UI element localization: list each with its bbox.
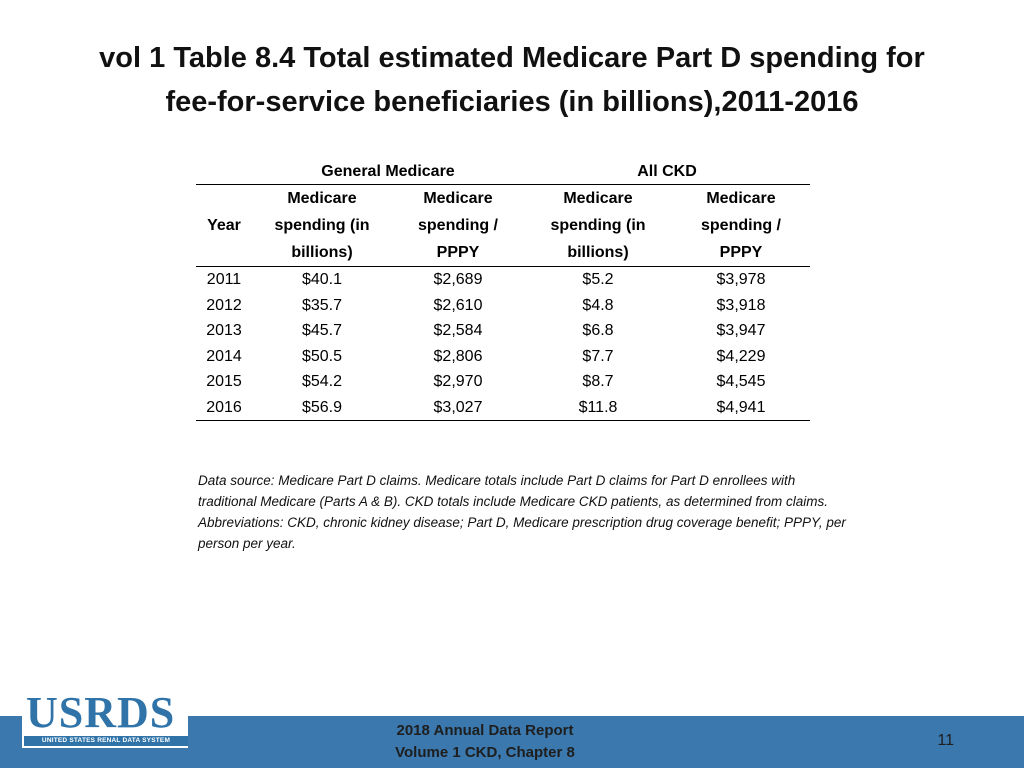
- column-header-row-2: Year spending (in spending / spending (i…: [196, 212, 810, 239]
- col4-header-line2: spending /: [701, 217, 781, 234]
- year-header-spacer-bottom: [196, 239, 252, 267]
- col3-header-line2: spending (in: [550, 217, 646, 234]
- footer-line-1: 2018 Annual Data Report: [396, 722, 574, 739]
- table-cell: $7.7: [582, 347, 614, 365]
- table-cell: $2,806: [433, 347, 483, 365]
- table-cell: $2,689: [433, 271, 483, 288]
- group-header-empty: [196, 160, 252, 185]
- spending-table-container: General Medicare All CKD Medicare Medica…: [196, 160, 810, 421]
- table-cell: $3,918: [716, 296, 766, 314]
- table-cell: $2,584: [433, 322, 483, 339]
- table-cell: $3,978: [716, 271, 766, 288]
- group-header-general-medicare: General Medicare: [252, 160, 524, 185]
- year-cell: 2014: [206, 347, 242, 365]
- year-cell: 2011: [206, 271, 242, 288]
- col4-header-line1: Medicare: [706, 190, 776, 207]
- col3-header-line3: billions): [524, 239, 672, 267]
- year-cell: 2012: [206, 296, 242, 314]
- spending-table: General Medicare All CKD Medicare Medica…: [196, 160, 810, 421]
- year-cell: 2015: [206, 373, 242, 390]
- year-header: Year: [207, 217, 241, 234]
- col2-header-line1: Medicare: [423, 190, 493, 207]
- table-cell: $45.7: [301, 322, 343, 339]
- table-cell: $6.8: [582, 322, 614, 339]
- table-row: 2014 $50.5 $2,806 $7.7 $4,229: [196, 344, 810, 370]
- table-cell: $8.7: [582, 373, 614, 390]
- table-row: 2013 $45.7 $2,584 $6.8 $3,947: [196, 318, 810, 344]
- page-number: 11: [937, 732, 954, 749]
- year-cell: 2013: [206, 322, 242, 339]
- table-row: 2016 $56.9 $3,027 $11.8 $4,941: [196, 394, 810, 421]
- table-row: 2012 $35.7 $2,610 $4.8 $3,918: [196, 293, 810, 319]
- table-cell: $4,545: [716, 373, 766, 390]
- footer-report-label: 2018 Annual Data Report Volume 1 CKD, Ch…: [360, 720, 610, 764]
- table-cell: $11.8: [524, 394, 672, 421]
- table-row: 2015 $54.2 $2,970 $8.7 $4,545: [196, 369, 810, 395]
- col3-header-line1: Medicare: [563, 190, 633, 207]
- year-header-spacer: [196, 184, 252, 212]
- table-cell: $40.1: [301, 271, 343, 288]
- col1-header-line1: Medicare: [287, 190, 357, 207]
- table-cell: $3,947: [716, 322, 766, 339]
- table-cell: $50.5: [301, 347, 343, 365]
- column-header-row-1: Medicare Medicare Medicare Medicare: [196, 184, 810, 212]
- table-cell: $3,027: [392, 394, 524, 421]
- col2-header-line2: spending /: [418, 217, 498, 234]
- table-cell: $35.7: [301, 296, 343, 314]
- title-line-2: fee-for-service beneficiaries (in billio…: [165, 86, 859, 118]
- usrds-logo: USRDS UNITED STATES RENAL DATA SYSTEM: [22, 690, 188, 748]
- slide-title: vol 1 Table 8.4 Total estimated Medicare…: [40, 36, 984, 124]
- data-source-note: Data source: Medicare Part D claims. Med…: [198, 473, 846, 551]
- logo-wordmark: USRDS: [26, 688, 176, 737]
- col1-header-line3: billions): [252, 239, 392, 267]
- logo-subtitle: UNITED STATES RENAL DATA SYSTEM: [24, 736, 188, 746]
- table-cell: $4,941: [672, 394, 810, 421]
- footer-line-2: Volume 1 CKD, Chapter 8: [395, 744, 575, 761]
- table-cell: $54.2: [301, 373, 343, 390]
- table-cell: $4.8: [582, 296, 614, 314]
- table-cell: $56.9: [252, 394, 392, 421]
- col4-header-line3: PPPY: [672, 239, 810, 267]
- table-cell: $2,610: [433, 296, 483, 314]
- table-cell: $4,229: [716, 347, 766, 365]
- table-row: 2011 $40.1 $2,689 $5.2 $3,978: [196, 267, 810, 293]
- year-cell: 2016: [196, 394, 252, 421]
- column-header-row-3: billions) PPPY billions) PPPY: [196, 239, 810, 267]
- group-header-all-ckd: All CKD: [524, 160, 810, 185]
- col1-header-line2: spending (in: [274, 217, 370, 234]
- table-cell: $5.2: [582, 271, 614, 288]
- table-cell: $2,970: [433, 373, 483, 390]
- group-header-row: General Medicare All CKD: [196, 160, 810, 185]
- col2-header-line3: PPPY: [392, 239, 524, 267]
- title-line-1: vol 1 Table 8.4 Total estimated Medicare…: [99, 42, 925, 74]
